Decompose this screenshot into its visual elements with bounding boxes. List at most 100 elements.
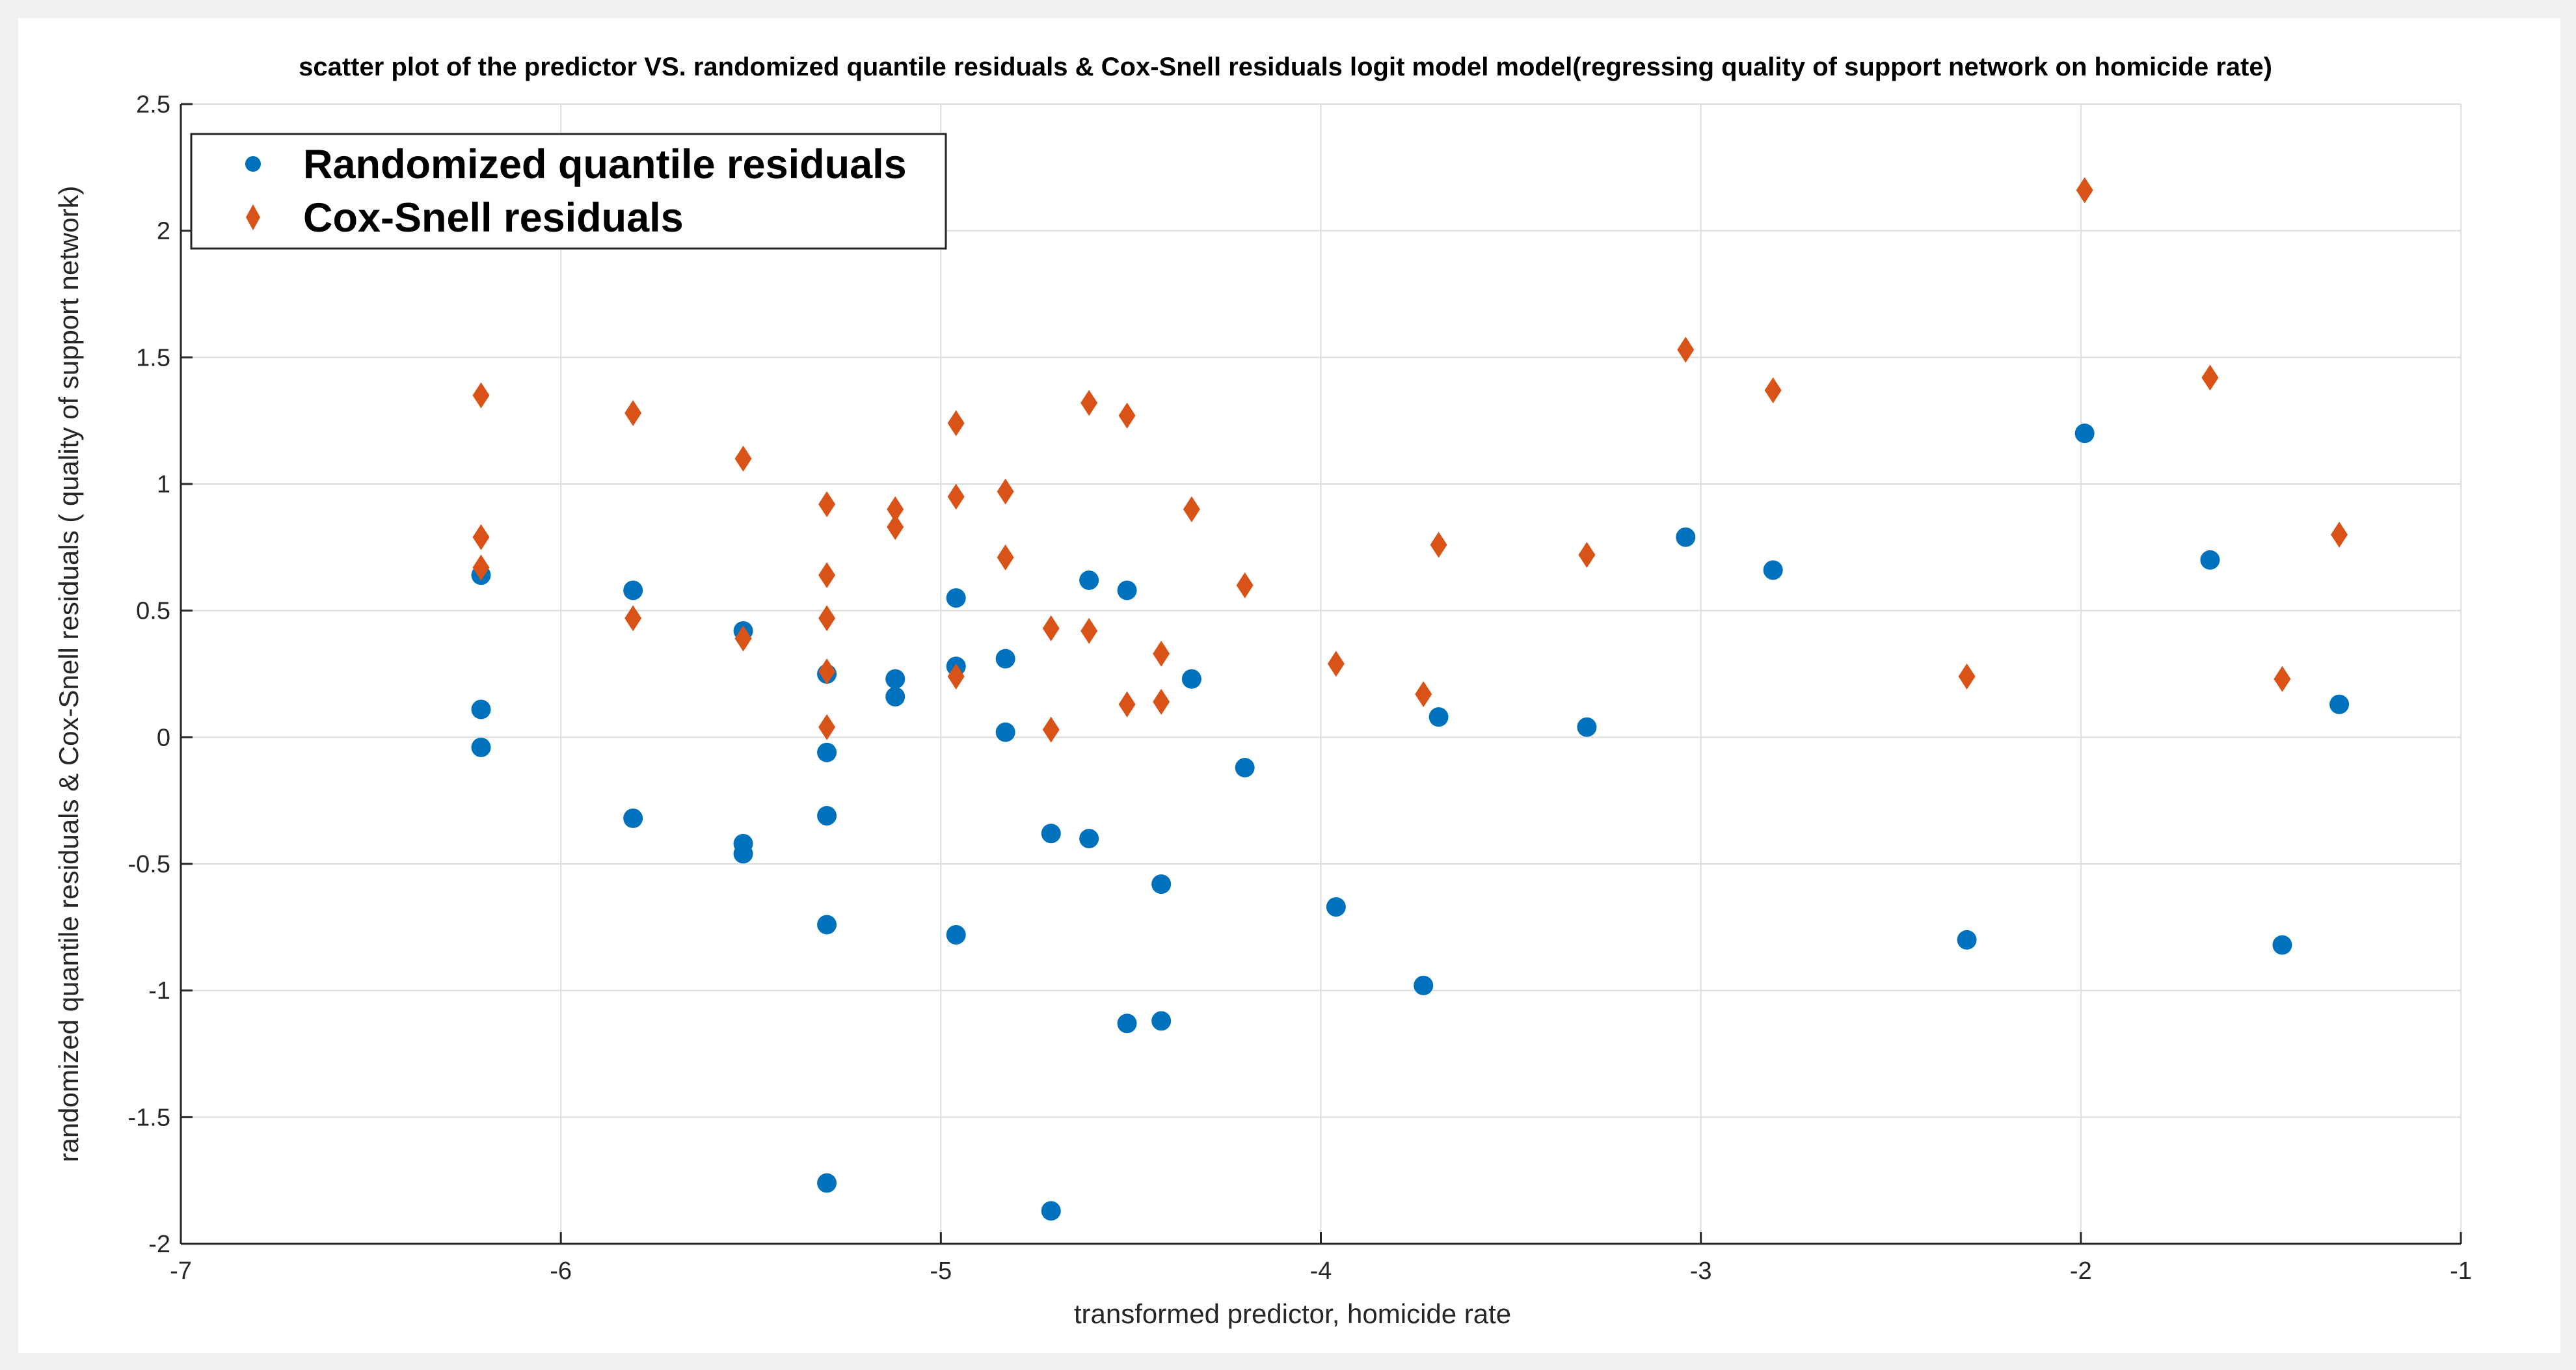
cox-snell-point: [1042, 716, 1060, 743]
rqr-point: [946, 588, 966, 608]
rqr-point: [885, 669, 906, 689]
x-tick-label: -6: [550, 1257, 572, 1285]
cox-snell-point: [947, 410, 965, 437]
cox-snell-point: [947, 663, 965, 690]
cox-snell-point: [887, 514, 904, 541]
cox-snell-point: [624, 399, 642, 426]
legend-cs-marker: [246, 204, 260, 230]
cox-snell-point: [624, 605, 642, 632]
cox-snell-point: [887, 496, 904, 522]
x-tick-label: -3: [1690, 1257, 1712, 1285]
axes: -7 -6 -5 -4 -3 -2 -1 -2 -1.5 -1 -0.5 0 0.5 1 1.5 2 2.5: [128, 91, 2472, 1285]
legend-cs-label: Cox-Snell residuals: [303, 195, 684, 241]
rqr-point: [1079, 829, 1099, 849]
cox-snell-point: [818, 714, 836, 740]
cox-snell-point: [1764, 377, 1782, 403]
legend-rqr-label: Randomized quantile residuals: [303, 142, 907, 187]
cox-snell-point: [1415, 681, 1432, 708]
legend: Randomized quantile residuals Cox-Snell …: [190, 133, 947, 250]
cox-snell-point: [734, 625, 752, 652]
cox-snell-point: [997, 544, 1014, 571]
chart-title: scatter plot of the predictor VS. random…: [299, 53, 2272, 81]
cox-snell-point: [1677, 336, 1695, 363]
cox-snell-point: [1958, 663, 1976, 690]
y-tick-label: 1.5: [136, 344, 170, 371]
y-tick-label: 2: [157, 218, 170, 245]
rqr-point: [471, 737, 491, 757]
cox-snell-point: [1183, 496, 1200, 522]
cox-snell-point: [734, 446, 752, 472]
cox-snell-point: [1153, 688, 1170, 715]
rqr-point: [1151, 874, 1172, 894]
rqr-point: [1117, 1014, 1137, 1034]
cox-snell-point: [818, 562, 836, 589]
cox-snell-point: [1080, 390, 1098, 416]
rqr-point: [1763, 560, 1783, 580]
y-tick-label: 1: [157, 471, 170, 498]
rqr-point: [885, 687, 906, 707]
legend-rqr-marker: [245, 156, 261, 172]
y-axis-label: randomized quantile residuals & Cox-Snel…: [53, 185, 84, 1162]
x-tick-label: -2: [2070, 1257, 2092, 1285]
cox-snell-point: [472, 554, 490, 581]
legend-box: [190, 133, 947, 250]
rqr-point: [1079, 570, 1099, 590]
rqr-point: [2074, 423, 2095, 444]
rqr-point: [1326, 897, 1346, 917]
cox-snell-point: [472, 382, 490, 409]
x-axis-label: transformed predictor, homicide rate: [1074, 1298, 1511, 1329]
cox-snell-point: [2331, 521, 2348, 548]
rqr-point: [1235, 758, 1255, 778]
y-tick-label: -1: [148, 978, 170, 1005]
x-tick-label: -5: [930, 1257, 952, 1285]
cox-snell-point: [997, 478, 1014, 505]
figure-canvas: -7 -6 -5 -4 -3 -2 -1 -2 -1.5 -1 -0.5 0 0.5 1 1.5 2 2.5 s…: [18, 18, 2560, 1353]
y-tick-label: 0.5: [136, 598, 170, 625]
cox-snell-point: [818, 491, 836, 518]
rqr-point: [1414, 975, 1434, 995]
y-tick-label: -0.5: [128, 851, 170, 878]
cox-snell-point: [947, 483, 965, 510]
rqr-point: [2200, 550, 2220, 570]
rqr-point: [2272, 935, 2292, 955]
rqr-point: [995, 649, 1015, 669]
cox-snell-point: [818, 605, 836, 632]
cox-snell-point: [1118, 691, 1136, 718]
x-tick-label: -4: [1310, 1257, 1332, 1285]
cox-snell-point: [818, 658, 836, 685]
rqr-point: [733, 844, 753, 864]
rqr-point: [623, 580, 643, 600]
rqr-point: [1117, 580, 1137, 600]
data-points: [471, 177, 2350, 1221]
rqr-point: [1957, 930, 1977, 950]
cox-snell-point: [1042, 615, 1060, 641]
rqr-point: [1181, 669, 1201, 689]
y-tick-label: 2.5: [136, 91, 170, 118]
rqr-point: [1429, 707, 1449, 727]
rqr-point: [817, 1173, 837, 1193]
y-tick-label: 0: [157, 724, 170, 751]
rqr-point: [1676, 527, 1696, 547]
rqr-point: [1577, 717, 1597, 737]
rqr-point: [995, 722, 1015, 742]
rqr-point: [817, 742, 837, 762]
rqr-point: [471, 699, 491, 719]
cox-snell-point: [2076, 177, 2093, 204]
rqr-point: [817, 915, 837, 935]
cox-snell-point: [2201, 364, 2219, 391]
x-tick-label: -7: [170, 1257, 192, 1285]
y-tick-label: -1.5: [128, 1104, 170, 1131]
rqr-point: [817, 806, 837, 826]
rqr-point: [2329, 694, 2350, 714]
cox-snell-point: [1430, 531, 1447, 558]
x-tick-label: -1: [2450, 1257, 2472, 1285]
cox-snell-point: [472, 524, 490, 550]
scatter-chart: -7 -6 -5 -4 -3 -2 -1 -2 -1.5 -1 -0.5 0 0.5 1 1.5 2 2.5 s…: [53, 53, 2472, 1329]
cox-snell-point: [1118, 402, 1136, 429]
rqr-point: [1041, 824, 1061, 844]
cox-snell-point: [1327, 651, 1345, 677]
cox-snell-point: [1236, 572, 1254, 598]
rqr-point: [1041, 1201, 1061, 1221]
rqr-point: [1151, 1011, 1172, 1031]
cox-snell-point: [1578, 542, 1596, 569]
